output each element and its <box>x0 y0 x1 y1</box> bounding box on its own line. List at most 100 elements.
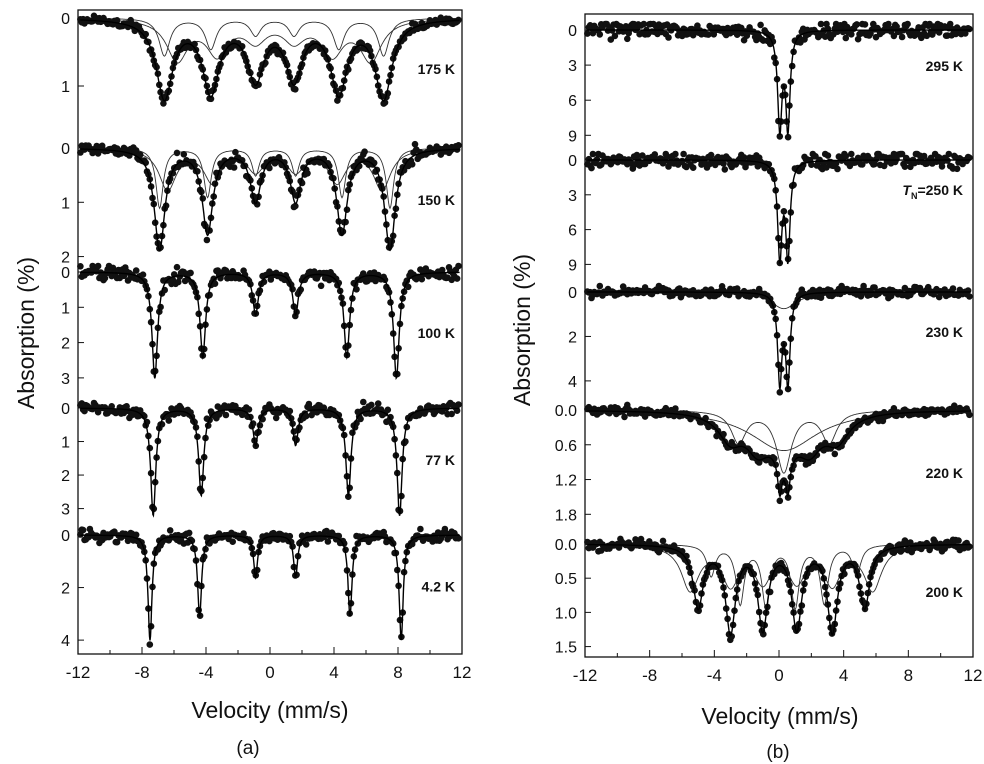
spectrum-1: 0 1 175 K <box>61 11 462 107</box>
data-point <box>870 20 877 28</box>
data-point <box>689 164 697 171</box>
fit-curve <box>587 159 971 265</box>
y-tick-label: 2 <box>61 250 70 267</box>
data-point <box>408 161 416 168</box>
y-tick-label: 0 <box>61 141 70 158</box>
temperature-label: 150 K <box>418 192 455 208</box>
data-point <box>834 165 841 173</box>
temperature-label: 200 K <box>926 584 963 600</box>
data-point <box>453 275 461 282</box>
data-point <box>740 154 748 161</box>
data-point <box>733 285 741 292</box>
data-point <box>813 451 821 459</box>
data-point <box>672 150 679 158</box>
y-tick-label: 0 <box>568 153 577 170</box>
x-tick-label: 12 <box>453 663 472 682</box>
data-point <box>951 402 958 410</box>
data-point <box>326 162 333 170</box>
data-point <box>945 150 953 158</box>
x-tick-label: 4 <box>329 663 338 682</box>
data-point <box>230 164 238 171</box>
data-point <box>946 20 954 28</box>
data-point <box>292 86 299 93</box>
data-point <box>384 406 392 414</box>
data-point <box>292 202 299 210</box>
data-point <box>672 405 679 412</box>
component-curve <box>82 17 457 57</box>
data-point <box>141 412 148 420</box>
panel-b-data: 0 3 6 9 295 K 0 3 6 9 TN=250 K 0 2 4 230 K 0.0 0.6 1.2 1.… <box>555 20 973 657</box>
data-point <box>901 163 909 170</box>
data-point <box>113 538 121 546</box>
y-tick-label: 1 <box>61 300 70 317</box>
data-point <box>853 21 861 28</box>
y-tick-label: 0 <box>568 23 577 40</box>
data-point <box>720 160 727 167</box>
y-tick-label: 0 <box>61 11 70 28</box>
y-tick-label: 0.6 <box>555 438 577 455</box>
data-point <box>326 276 333 284</box>
y-tick-label: 0.5 <box>555 571 577 588</box>
component-curve <box>82 18 457 64</box>
data-point <box>286 407 294 415</box>
data-point <box>621 413 628 421</box>
panel-a-frame <box>77 9 463 655</box>
fit-curve <box>80 19 460 102</box>
spectrum-4: 0 1 2 3 77 K <box>61 398 462 519</box>
data-point <box>953 165 961 173</box>
data-point <box>966 411 973 419</box>
y-tick-label: 1 <box>61 435 70 452</box>
data-point <box>757 21 764 29</box>
spectrum-3: 0 2 4 230 K <box>568 282 973 396</box>
panel-b-x-axis: -12 -8 -4 0 4 8 12 <box>573 650 982 685</box>
data-point <box>173 149 181 157</box>
data-point <box>211 280 219 288</box>
data-point <box>304 170 311 177</box>
data-point <box>780 208 788 215</box>
data-point <box>817 20 825 28</box>
data-point <box>842 152 850 160</box>
data-point <box>146 641 154 648</box>
spectrum-5: 0 2 4 4.2 K <box>61 525 462 650</box>
data-point <box>274 536 281 543</box>
y-tick-label: 9 <box>568 128 577 145</box>
data-point <box>966 293 973 300</box>
data-point <box>776 389 784 396</box>
data-point <box>160 100 167 107</box>
data-point <box>662 404 670 412</box>
temperature-label: 230 K <box>926 324 963 340</box>
data-point <box>707 151 715 159</box>
data-point <box>139 271 147 279</box>
x-tick-label: -8 <box>134 663 149 682</box>
fit-curve <box>80 148 460 252</box>
temperature-label: 220 K <box>926 465 963 481</box>
data-point <box>404 283 412 291</box>
y-tick-label: 0.0 <box>555 537 577 554</box>
data-point <box>374 400 382 407</box>
data-point <box>455 142 462 149</box>
data-point <box>132 267 140 274</box>
temperature-label: 100 K <box>418 325 455 341</box>
data-point <box>187 269 194 277</box>
data-point <box>132 147 140 154</box>
data-point <box>203 236 211 244</box>
y-tick-label: 0 <box>61 401 70 418</box>
y-tick-label: 6 <box>568 223 577 240</box>
data-point <box>898 150 906 158</box>
data-point <box>955 537 962 544</box>
data-point <box>640 20 648 28</box>
data-point <box>596 31 604 38</box>
data-point <box>898 546 906 554</box>
y-tick-label: 2 <box>61 581 70 598</box>
data-point <box>665 34 672 41</box>
data-point <box>861 21 869 28</box>
data-points <box>584 535 973 644</box>
y-tick-label: 2 <box>61 336 70 353</box>
fit-curve <box>587 410 971 499</box>
x-tick-label: 8 <box>393 663 402 682</box>
component-curve <box>82 147 457 210</box>
temperature-label: 295 K <box>926 58 963 74</box>
x-tick-label: -12 <box>573 666 598 685</box>
